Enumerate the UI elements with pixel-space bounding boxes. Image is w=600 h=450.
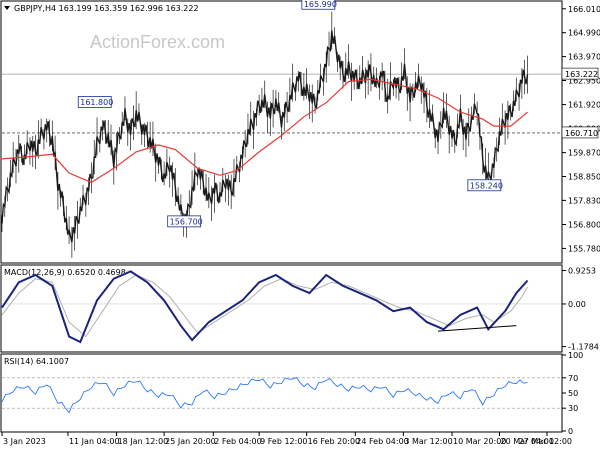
rsi-panel: RSI(14) 64.1007 100 70 50 30 0 bbox=[0, 351, 583, 436]
watermark: ActionForex.com bbox=[90, 32, 225, 52]
macd-y-tick-label: 0.00 bbox=[568, 300, 586, 309]
x-tick-label: 2 Feb 04:00 bbox=[214, 437, 261, 446]
macd-y-tick-label: -1.1784 bbox=[568, 343, 599, 352]
price-annotation-box bbox=[77, 96, 112, 108]
price-y-tick-label: 161.920 bbox=[568, 101, 600, 110]
support-price-box bbox=[561, 126, 599, 139]
price-annotation-label: 158.240 bbox=[470, 181, 503, 190]
price-panel: GBPJPY,H4 163.199 163.359 162.996 163.22… bbox=[0, 0, 600, 264]
price-annotation-box bbox=[467, 179, 502, 192]
macd-panel-frame bbox=[0, 264, 563, 353]
x-tick-label: 9 Feb 12:00 bbox=[260, 437, 307, 446]
price-content: 163.222 160.710 165.990 161.800 156.700 158.2… bbox=[1, 0, 599, 258]
rsi-panel-frame bbox=[0, 353, 563, 433]
price-series bbox=[1, 30, 529, 243]
macd-y-axis: 0.9253 0.00 -1.1784 bbox=[562, 267, 599, 352]
rsi-y-tick-label: 30 bbox=[568, 404, 578, 413]
price-annotation: 158.240 bbox=[467, 179, 503, 192]
macd-signal-line bbox=[1, 274, 528, 338]
dropdown-icon[interactable] bbox=[4, 6, 10, 10]
rsi-line bbox=[1, 376, 528, 414]
x-tick-label: 16 Feb 20:00 bbox=[308, 437, 360, 446]
price-y-tick-label: 158.850 bbox=[568, 173, 600, 182]
rsi-content bbox=[1, 376, 561, 414]
macd-panel: MACD(12,26,9) 0.6520 0.4698 0.9253 0.00 -1… bbox=[0, 264, 599, 353]
rsi-y-axis: 100 70 50 30 0 bbox=[562, 351, 583, 436]
x-tick-label: 20 Mar 04:00 bbox=[501, 437, 554, 446]
x-tick-label: 24 Feb 04:00 bbox=[356, 437, 408, 446]
x-tick-label: 10 Mar 20:00 bbox=[453, 437, 506, 446]
current-price-label: 163.222 bbox=[565, 70, 598, 79]
price-y-tick-label: 164.990 bbox=[568, 29, 600, 38]
price-y-tick-label: 162.950 bbox=[568, 76, 600, 85]
macd-trendline bbox=[437, 325, 517, 332]
x-tick-label: 18 Jan 12:00 bbox=[118, 437, 169, 446]
macd-title: MACD(12,26,9) 0.6520 0.4698 bbox=[4, 268, 126, 277]
rsi-y-tick-label: 0 bbox=[568, 427, 573, 436]
macd-content bbox=[1, 270, 561, 344]
price-y-tick-label: 157.830 bbox=[568, 196, 600, 205]
macd-y-tick-label: 0.9253 bbox=[568, 267, 596, 276]
price-annotation: 165.990 bbox=[301, 0, 337, 10]
moving-average-line bbox=[1, 78, 528, 184]
price-y-tick-label: 155.780 bbox=[568, 244, 600, 253]
price-annotation-box bbox=[301, 0, 336, 10]
price-annotation: 156.700 bbox=[167, 215, 203, 228]
price-annotation-label: 161.800 bbox=[80, 98, 113, 107]
rsi-title: RSI(14) 64.1007 bbox=[4, 357, 69, 366]
rsi-y-tick-label: 100 bbox=[568, 351, 583, 360]
price-annotation-label: 165.990 bbox=[304, 0, 337, 9]
price-annotation-label: 156.700 bbox=[170, 217, 203, 226]
rsi-y-tick-label: 50 bbox=[568, 389, 578, 398]
x-tick-label: 3 Mar 12:00 bbox=[404, 437, 452, 446]
price-y-tick-label: 163.970 bbox=[568, 53, 600, 62]
current-price-box bbox=[561, 67, 599, 80]
price-y-tick-label: 166.010 bbox=[568, 5, 600, 14]
rsi-y-tick-label: 70 bbox=[568, 374, 578, 383]
price-y-tick-label: 156.800 bbox=[568, 221, 600, 230]
price-y-tick-label: 159.870 bbox=[568, 149, 600, 158]
support-price-label: 160.710 bbox=[565, 129, 598, 138]
macd-main-line bbox=[1, 270, 529, 344]
x-tick-label: 25 Jan 20:00 bbox=[165, 437, 216, 446]
price-annotation-box bbox=[167, 215, 202, 228]
symbol-header: GBPJPY,H4 163.199 163.359 162.996 163.22… bbox=[14, 4, 199, 13]
x-tick-label: 3 Jan 2023 bbox=[3, 437, 46, 446]
x-tick-label: 27 Mar 12:00 bbox=[519, 437, 572, 446]
price-annotation: 161.800 bbox=[77, 96, 113, 108]
x-tick-label: 11 Jan 04:00 bbox=[69, 437, 120, 446]
